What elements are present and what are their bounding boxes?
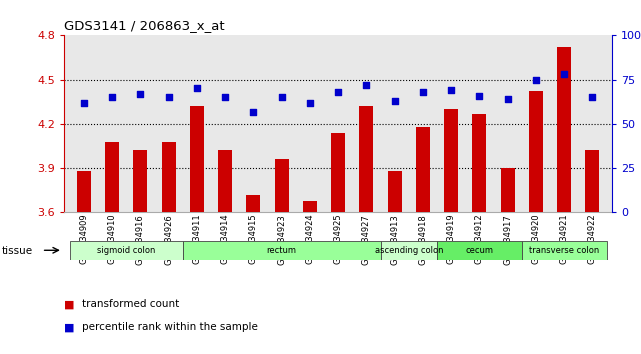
Point [163,95,174,100]
Bar [522,241,606,260]
Text: ■: ■ [64,322,74,332]
Point [192,86,202,91]
Bar [190,106,204,212]
Bar [381,241,437,260]
Point [304,100,315,105]
Point [333,89,344,95]
Point [276,95,287,100]
Bar [360,106,374,212]
Point [587,95,597,100]
Point [107,95,117,100]
Text: transverse colon: transverse colon [529,246,599,255]
Point [531,77,541,82]
Bar [77,171,91,212]
Bar [303,201,317,212]
Bar [557,47,571,212]
Bar [274,159,288,212]
Bar [133,150,147,212]
Text: tissue: tissue [2,246,33,256]
Text: GDS3141 / 206863_x_at: GDS3141 / 206863_x_at [64,19,225,33]
Bar [105,142,119,212]
Bar [331,133,345,212]
Bar [246,195,260,212]
Bar [529,91,543,212]
Bar [444,109,458,212]
Bar [416,127,430,212]
Point [362,82,372,88]
Point [474,93,485,98]
Text: percentile rank within the sample: percentile rank within the sample [82,322,258,332]
Text: sigmoid colon: sigmoid colon [97,246,155,255]
Text: rectum: rectum [267,246,297,255]
Bar [162,142,176,212]
Text: cecum: cecum [465,246,494,255]
Point [248,109,258,114]
Point [559,72,569,77]
Bar [218,150,232,212]
Point [135,91,146,97]
Point [503,96,513,102]
Point [418,89,428,95]
Text: ■: ■ [64,299,74,309]
Bar [70,241,183,260]
Bar [388,171,402,212]
Point [390,98,400,104]
Bar [585,150,599,212]
Bar [437,241,522,260]
Text: transformed count: transformed count [82,299,179,309]
Bar [501,168,515,212]
Point [220,95,230,100]
Point [446,87,456,93]
Point [79,100,89,105]
Bar [472,114,487,212]
Text: ascending colon: ascending colon [374,246,443,255]
Bar [183,241,381,260]
